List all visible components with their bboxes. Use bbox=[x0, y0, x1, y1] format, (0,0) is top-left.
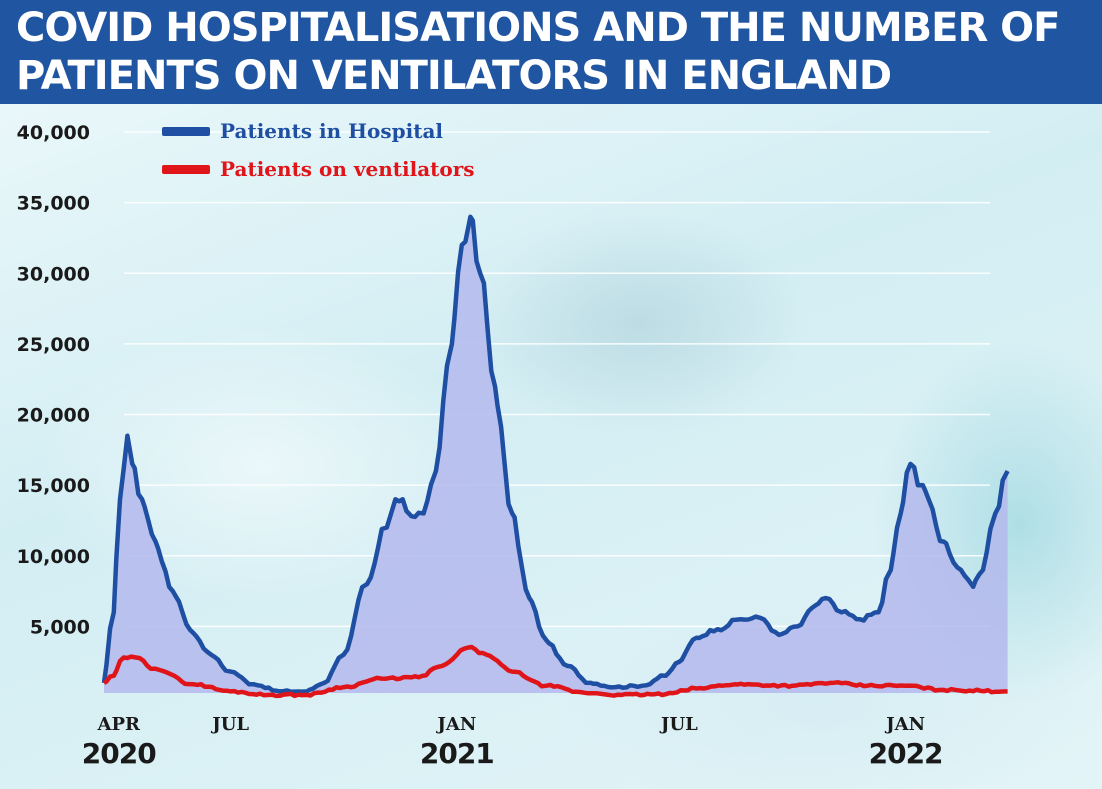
y-tick-label: 25,000 bbox=[17, 334, 90, 356]
x-tick-year: 2022 bbox=[869, 737, 943, 770]
x-tick-month: JUL bbox=[659, 714, 698, 735]
x-tick-year: 2021 bbox=[420, 737, 494, 770]
y-tick-label: 10,000 bbox=[17, 546, 90, 568]
legend-label: Patients on ventilators bbox=[220, 157, 475, 181]
plot-area bbox=[101, 214, 1010, 699]
y-tick-label: 15,000 bbox=[17, 475, 90, 497]
y-tick-label: 5,000 bbox=[30, 616, 90, 638]
title-banner: COVID HOSPITALISATIONS AND THE NUMBER OF… bbox=[0, 0, 1102, 104]
x-tick-month: APR bbox=[97, 714, 142, 735]
y-tick-label: 40,000 bbox=[17, 122, 90, 144]
x-tick-month: JAN bbox=[884, 714, 925, 735]
gridlines bbox=[124, 131, 990, 628]
y-tick-label: 30,000 bbox=[17, 263, 90, 285]
x-tick-year: 2020 bbox=[82, 737, 156, 770]
x-tick-month: JAN bbox=[435, 714, 476, 735]
y-tick-label: 35,000 bbox=[17, 193, 90, 215]
legend-swatch bbox=[162, 165, 210, 174]
legend: Patients in Hospital Patients on ventilat… bbox=[162, 119, 475, 181]
y-tick-label: 20,000 bbox=[17, 405, 90, 427]
ventilator-series-line bbox=[102, 644, 1008, 699]
hospital-series-line bbox=[101, 214, 1010, 695]
y-axis: 5,000 10,000 15,000 20,000 25,000 30,000 35,00… bbox=[17, 122, 90, 638]
hospital-area-fill bbox=[104, 216, 1008, 694]
legend-swatch bbox=[162, 127, 210, 136]
legend-label: Patients in Hospital bbox=[220, 119, 443, 143]
chart-title: COVID HOSPITALISATIONS AND THE NUMBER OF… bbox=[16, 5, 1061, 99]
x-tick-month: JUL bbox=[210, 714, 249, 735]
